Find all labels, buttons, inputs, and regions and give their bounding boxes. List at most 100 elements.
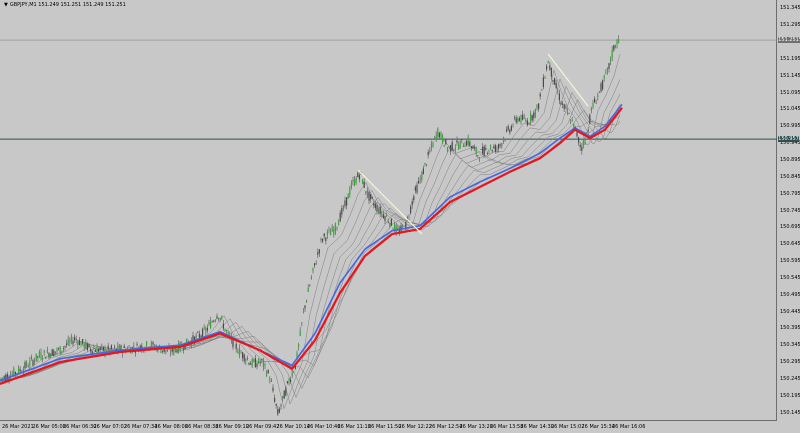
current-price-tag: 151.251	[778, 37, 799, 44]
candle-body	[507, 126, 509, 130]
candle-body	[426, 164, 428, 166]
candle-body	[54, 351, 56, 353]
candle-body	[408, 217, 410, 219]
ma-ribbon-line	[0, 111, 621, 384]
candle-body	[419, 178, 421, 181]
candle-body	[192, 335, 194, 342]
price-axis-label: 150.245	[780, 375, 800, 382]
candle-body	[251, 359, 253, 367]
candle-body	[328, 229, 330, 231]
candle-body	[208, 322, 210, 324]
candle-body	[562, 103, 564, 105]
candle-body	[523, 117, 525, 118]
candle-body	[325, 237, 327, 242]
candle-body	[270, 380, 272, 382]
price-axis-label: 150.995	[780, 123, 800, 130]
candle-body	[11, 373, 13, 375]
price-axis-label: 150.395	[780, 325, 800, 332]
candle-body	[432, 142, 434, 148]
candle-body	[576, 132, 578, 137]
time-axis-label: 26 Mar 12:22	[398, 424, 432, 430]
candle-body	[133, 346, 135, 349]
candle-body	[29, 360, 31, 366]
candle-body	[342, 205, 344, 209]
time-axis-label: 26 Mar 15:02	[551, 424, 585, 430]
candle-body	[386, 215, 388, 217]
candle-body	[461, 138, 463, 140]
candle-body	[2, 377, 4, 379]
candle-body	[296, 352, 298, 360]
time-axis-label: 26 Mar 09:10	[215, 424, 249, 430]
candle-body	[246, 358, 248, 360]
candle-body	[85, 341, 87, 348]
candle-body	[163, 347, 165, 352]
price-axis-label: 150.195	[780, 392, 800, 399]
chart-plot-area[interactable]	[0, 0, 777, 421]
candle-body	[123, 345, 125, 348]
candle-body	[86, 343, 88, 351]
candle-body	[158, 345, 160, 347]
candle-body	[389, 222, 391, 227]
candle-body	[370, 193, 372, 200]
price-axis-label: 150.845	[780, 173, 800, 180]
candle-body	[46, 350, 48, 354]
candle-body	[541, 90, 543, 91]
candle-body	[469, 141, 471, 146]
candle-body	[448, 146, 450, 147]
candle-body	[467, 137, 469, 145]
candle-body	[134, 351, 136, 353]
price-chart[interactable]	[0, 0, 777, 421]
candle-body	[421, 172, 423, 180]
candle-body	[506, 129, 508, 132]
candle-body	[536, 104, 538, 109]
price-axis-label: 150.945	[780, 140, 800, 147]
candle-body	[269, 378, 271, 381]
price-axis-label: 151.045	[780, 106, 800, 113]
candle-body	[589, 114, 591, 124]
candle-body	[318, 249, 320, 254]
candle-body	[243, 354, 245, 362]
time-axis-label: 26 Mar 14:30	[520, 424, 554, 430]
candle-body	[195, 335, 197, 338]
candle-body	[491, 149, 493, 152]
candle-body	[274, 397, 276, 402]
candle-body	[309, 285, 311, 287]
candle-body	[238, 347, 240, 355]
candle-body	[203, 327, 205, 329]
time-axis-label: 26 Mar 11:18	[337, 424, 371, 430]
triangle-down-icon[interactable]: ▼	[4, 2, 8, 8]
candle-body	[394, 224, 396, 231]
candle-body	[323, 233, 325, 237]
horizontal-line-price-tag: 150.957	[778, 136, 799, 143]
candle-body	[368, 192, 370, 201]
time-axis-label: 26 Mar 08:06	[154, 424, 188, 430]
trendline	[547, 53, 589, 107]
candle-body	[0, 377, 2, 379]
price-axis-label: 150.295	[780, 359, 800, 366]
candle-body	[472, 146, 474, 149]
time-axis-label: 26 Mar 07:34	[124, 424, 158, 430]
candle-body	[374, 204, 376, 208]
candle-body	[478, 158, 480, 160]
candle-body	[456, 140, 458, 143]
candle-body	[470, 146, 472, 149]
candle-body	[376, 205, 378, 212]
candle-body	[211, 321, 213, 323]
time-axis-label: 26 Mar 10:14	[276, 424, 310, 430]
time-axis-label: 26 Mar 10:46	[307, 424, 341, 430]
candle-body	[363, 181, 365, 188]
candle-body	[218, 317, 220, 319]
candle-body	[146, 341, 148, 346]
candle-body	[483, 146, 485, 156]
candle-body	[48, 353, 50, 358]
candle-body	[352, 180, 354, 182]
candle-body	[275, 403, 277, 406]
moving-average-slow	[0, 107, 623, 386]
candle-body	[378, 210, 380, 214]
candle-body	[250, 363, 252, 365]
candle-body	[66, 343, 68, 346]
candle-body	[462, 146, 464, 147]
candle-body	[221, 316, 223, 319]
candle-body	[528, 123, 530, 124]
